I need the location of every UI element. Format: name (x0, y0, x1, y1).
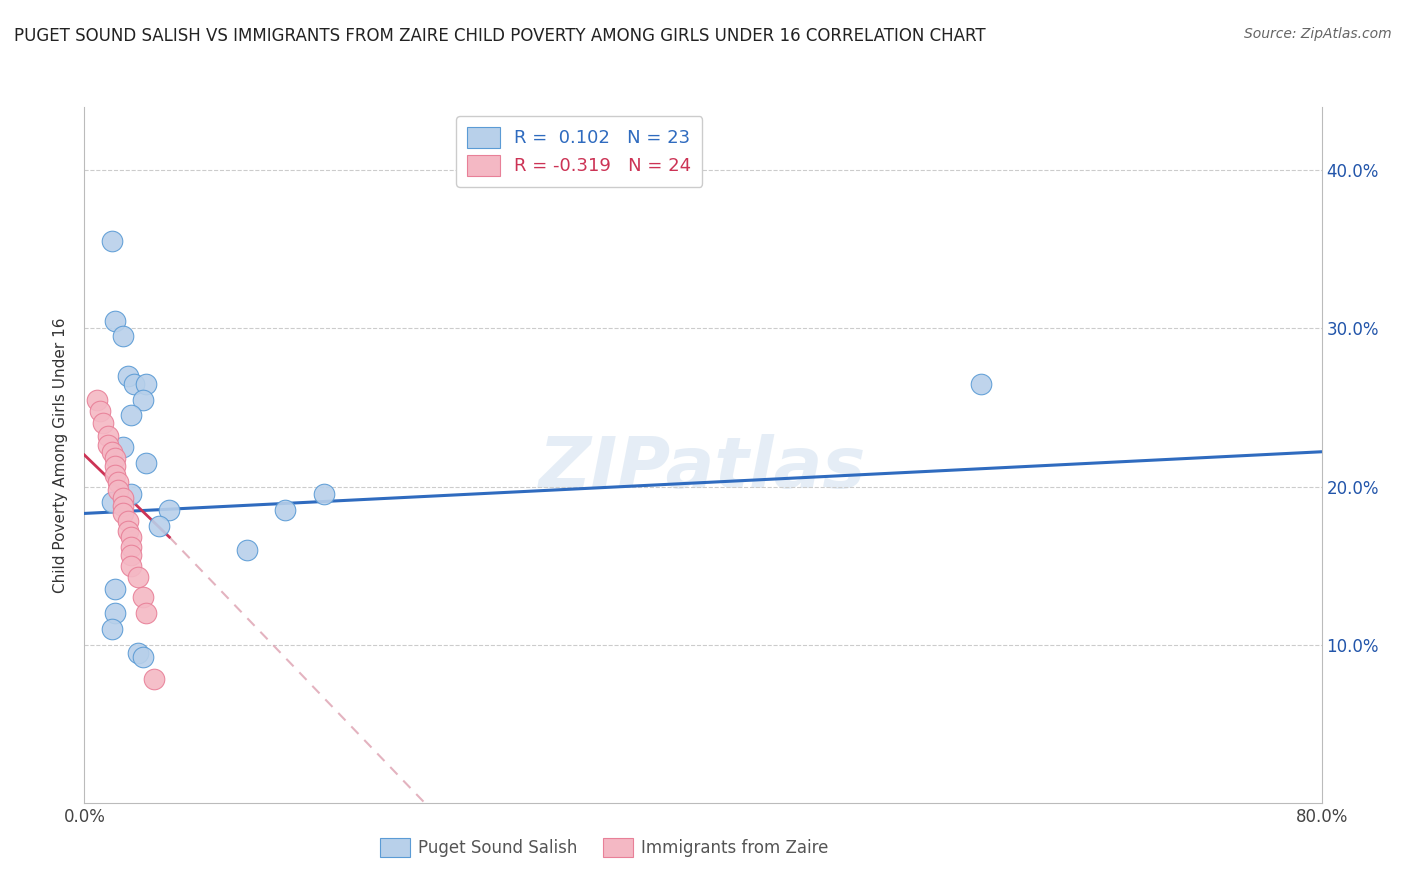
Point (120, 530, 142, 544)
Point (104, 313, 127, 327)
Point (128, 646, 150, 660)
Point (132, 392, 155, 407)
Point (104, 458, 127, 473)
Point (120, 409, 142, 423)
Point (970, 376, 993, 391)
Text: Source: ZipAtlas.com: Source: ZipAtlas.com (1244, 27, 1392, 41)
Point (132, 650, 155, 665)
Point (135, 456, 157, 470)
Point (112, 329, 135, 343)
Point (101, 622, 124, 636)
Point (112, 499, 135, 513)
Point (159, 503, 181, 517)
Point (91, 417, 114, 431)
Point (101, 495, 124, 509)
Point (101, 235, 124, 249)
Point (86, 392, 108, 407)
Point (120, 540, 142, 554)
Point (135, 376, 157, 391)
Point (148, 519, 170, 533)
Point (107, 483, 129, 497)
Point (132, 591, 155, 605)
Y-axis label: Child Poverty Among Girls Under 16: Child Poverty Among Girls Under 16 (53, 318, 69, 592)
Point (104, 468, 127, 483)
Point (117, 524, 139, 538)
Point (104, 606, 127, 620)
Point (112, 440, 135, 454)
Point (314, 487, 336, 501)
Text: ZIPatlas: ZIPatlas (540, 434, 866, 503)
Point (143, 673, 166, 687)
Point (274, 503, 297, 517)
Point (117, 514, 139, 528)
Point (120, 548, 142, 562)
Point (89, 403, 111, 417)
Point (120, 558, 142, 573)
Text: PUGET SOUND SALISH VS IMMIGRANTS FROM ZAIRE CHILD POVERTY AMONG GIRLS UNDER 16 C: PUGET SOUND SALISH VS IMMIGRANTS FROM ZA… (14, 27, 986, 45)
Point (135, 606, 157, 620)
Point (97, 429, 120, 443)
Point (107, 475, 129, 489)
Point (122, 376, 145, 391)
Point (117, 368, 139, 383)
Point (104, 582, 127, 597)
Point (97, 438, 120, 452)
Point (236, 542, 259, 557)
Point (104, 451, 127, 466)
Point (112, 507, 135, 521)
Point (128, 570, 150, 584)
Point (112, 491, 135, 505)
Point (120, 487, 142, 501)
Point (101, 444, 124, 458)
Legend: Puget Sound Salish, Immigrants from Zaire: Puget Sound Salish, Immigrants from Zair… (373, 831, 835, 864)
